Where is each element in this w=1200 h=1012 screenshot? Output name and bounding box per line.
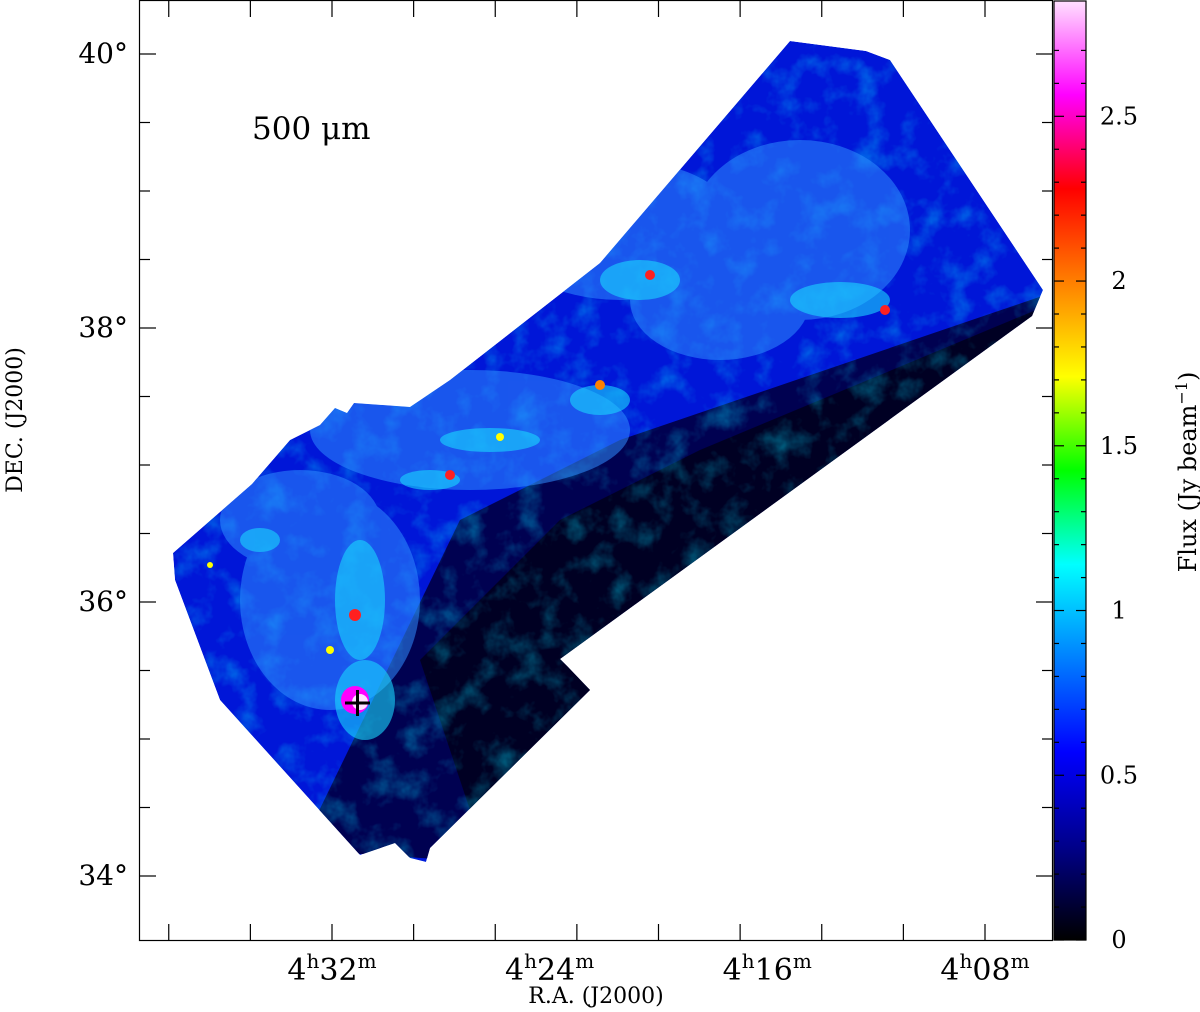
- colorbar-tick-label: 0.5: [1100, 761, 1138, 789]
- map-bright-cores: [207, 270, 890, 714]
- colorbar-tick-label: 0: [1111, 926, 1126, 954]
- x-axis-label: R.A. (J2000): [528, 984, 663, 1009]
- x-tick-labels: 4h32m 4h24m 4h16m 4h08m: [287, 949, 1029, 988]
- x-tick-label: 4h24m: [505, 949, 594, 988]
- y-axis-label: DEC. (J2000): [3, 347, 28, 493]
- colorbar-label: Flux (Jy beam−1): [1172, 372, 1200, 573]
- y-tick-label: 40°: [78, 37, 128, 70]
- map-filaments: [240, 260, 890, 740]
- y-tick-label: 38°: [78, 311, 128, 344]
- y-tick-label: 36°: [78, 585, 128, 618]
- colorbar-tick-label: 1: [1111, 597, 1126, 625]
- colorbar-tick-label: 2: [1111, 267, 1126, 295]
- source-marker: [345, 690, 370, 716]
- plot-frame: [138, 0, 1054, 942]
- axis-ticks: [140, 1, 1052, 940]
- x-tick-label: 4h16m: [723, 949, 812, 988]
- colorbar-tick-label: 2.5: [1100, 102, 1138, 130]
- x-tick-label: 4h32m: [287, 949, 376, 988]
- y-tick-label: 34°: [78, 859, 128, 892]
- colorbar-tick-labels: 0 0.5 1 1.5 2 2.5: [1100, 102, 1138, 954]
- y-tick-labels: 40° 38° 36° 34°: [78, 37, 128, 892]
- colorbar-ticks: [1054, 49, 1086, 941]
- band-label: 500 μm: [252, 111, 371, 147]
- x-tick-label: 4h08m: [940, 949, 1029, 988]
- colorbar-tick-label: 1.5: [1100, 432, 1138, 460]
- colorbar: [1053, 0, 1087, 941]
